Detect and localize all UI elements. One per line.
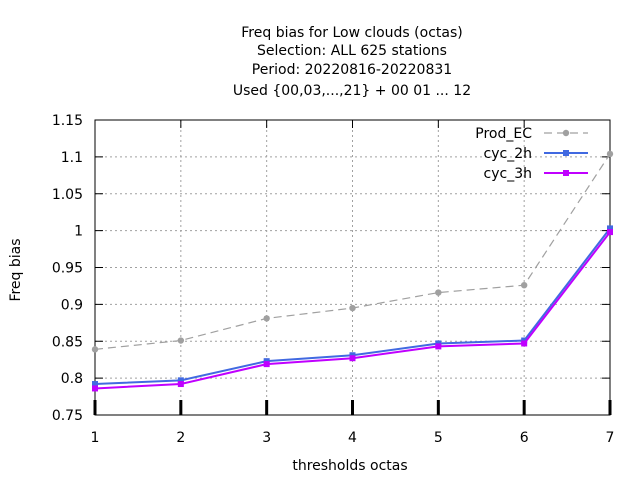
y-tick-label: 0.85: [52, 334, 83, 350]
legend-label: cyc_3h: [484, 166, 532, 182]
data-point: [435, 289, 442, 296]
data-point: [177, 337, 185, 344]
y-axis-label: Freq bias: [8, 238, 24, 301]
x-tick-label: 2: [176, 430, 185, 446]
y-tick-label: 0.75: [52, 408, 83, 424]
plot-border: [94, 119, 611, 416]
y-tick-label: 0.8: [61, 371, 83, 387]
x-tick-label: 1: [91, 430, 100, 446]
legend: Prod_EC cyc_2h cyc_3h: [475, 126, 588, 182]
y-tick-label: 1.15: [52, 113, 83, 129]
legend-label: cyc_2h: [484, 146, 532, 162]
chart-title: Freq bias for Low clouds (octas) Selecti…: [233, 25, 471, 99]
data-point: [607, 229, 613, 236]
legend-marker: [563, 170, 569, 176]
y-tick-label: 1.05: [52, 187, 83, 203]
legend-marker: [562, 129, 570, 137]
data-point: [177, 377, 184, 384]
data-point: [606, 150, 614, 158]
data-point: [607, 225, 613, 232]
data-point: [521, 340, 528, 347]
y-tick-label: 0.95: [52, 261, 83, 277]
x-tick-label: 6: [520, 430, 529, 446]
data-point: [263, 315, 270, 322]
x-tick-label: 5: [434, 430, 443, 446]
series-cyc_3h: [92, 229, 613, 392]
legend-marker: [563, 150, 569, 156]
data-point: [349, 355, 356, 362]
x-axis-label: thresholds octas: [292, 458, 407, 474]
title-line-4: Used {00,03,...,21} + 00 01 ... 12: [233, 83, 471, 99]
data-point: [92, 381, 98, 388]
x-tick-label: 3: [262, 430, 271, 446]
x-tick-label: 4: [348, 430, 357, 446]
y-tick-label: 0.9: [61, 297, 83, 313]
data-point: [349, 304, 356, 312]
legend-label: Prod_EC: [475, 126, 532, 142]
data-point: [177, 381, 184, 388]
series-group: [91, 150, 614, 392]
data-point: [91, 346, 99, 353]
title-line-1: Freq bias for Low clouds (octas): [241, 25, 462, 41]
y-tick-label: 1.1: [61, 150, 83, 166]
data-point: [520, 282, 528, 289]
grid-lines: [95, 120, 610, 415]
data-point: [263, 361, 270, 368]
title-line-3: Period: 20220816-20220831: [252, 62, 452, 78]
axes: 0.75 0.8 0.85 0.9 0.95 1 1.05 1.1 1.15 1 2 3 4 5 6 7: [52, 113, 615, 446]
series-Prod_EC: [91, 150, 614, 353]
y-tick-label: 1: [74, 224, 83, 240]
x-tick-label: 7: [606, 430, 615, 446]
data-point: [92, 385, 98, 392]
title-line-2: Selection: ALL 625 stations: [257, 43, 447, 59]
data-point: [435, 343, 442, 350]
